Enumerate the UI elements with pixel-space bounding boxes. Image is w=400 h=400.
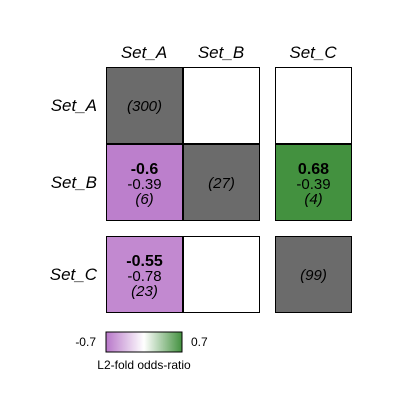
- column-labels: Set_A Set_B Set_C: [121, 43, 338, 62]
- heatmap-cell: [275, 144, 352, 221]
- cell-secondary-label: -0.39: [127, 176, 161, 193]
- row-label: Set_A: [51, 96, 97, 115]
- column-label: Set_B: [198, 43, 244, 62]
- cell-count-label: (6): [135, 191, 153, 208]
- heatmap-cell: [183, 236, 260, 313]
- heatmap-cell: [106, 67, 183, 144]
- legend-max-label: 0.7: [191, 335, 208, 349]
- heatmap-cell: [106, 236, 183, 313]
- column-label: Set_C: [289, 43, 337, 62]
- legend-min-label: -0.7: [75, 335, 96, 349]
- heatmap-cell: [183, 144, 260, 221]
- legend-color-bar: [105, 331, 183, 353]
- cell-count-label: (23): [131, 283, 158, 300]
- color-legend: -0.7 0.7 L2-fold odds-ratio: [75, 331, 208, 372]
- cell-value-label: 0.68: [298, 161, 329, 178]
- column-label: Set_A: [121, 43, 167, 62]
- heatmap-cell: [275, 236, 352, 313]
- cell-count-label: (300): [127, 98, 162, 115]
- cell-secondary-label: -0.39: [296, 176, 330, 193]
- cell-value-label: -0.55: [126, 253, 163, 270]
- cell-count-label: (27): [208, 175, 235, 192]
- cell-count-label: (4): [304, 191, 322, 208]
- cell-secondary-label: -0.78: [127, 268, 161, 285]
- heatmap-cell: [183, 67, 260, 144]
- cell-count-label: (99): [300, 267, 327, 284]
- row-labels: Set_A Set_B Set_C: [50, 96, 98, 284]
- legend-title: L2-fold odds-ratio: [97, 358, 191, 372]
- row-label: Set_B: [51, 173, 97, 192]
- heatmap-cell: [106, 144, 183, 221]
- cell-value-label: -0.6: [131, 161, 159, 178]
- row-label: Set_C: [50, 265, 98, 284]
- heatmap-cells: (300)-0.6-0.39(6)(27)0.68-0.39(4)-0.55-0…: [106, 67, 352, 313]
- heatmap-cell: [275, 67, 352, 144]
